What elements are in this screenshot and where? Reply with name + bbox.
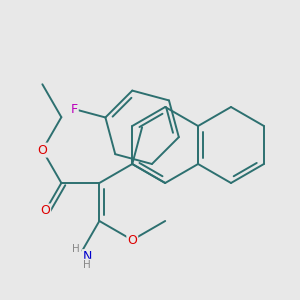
Text: F: F <box>70 103 78 116</box>
Text: H: H <box>72 244 80 254</box>
Text: O: O <box>38 144 47 157</box>
Text: O: O <box>127 233 137 247</box>
Text: O: O <box>40 205 50 218</box>
Text: N: N <box>82 250 92 263</box>
Text: H: H <box>83 260 91 270</box>
